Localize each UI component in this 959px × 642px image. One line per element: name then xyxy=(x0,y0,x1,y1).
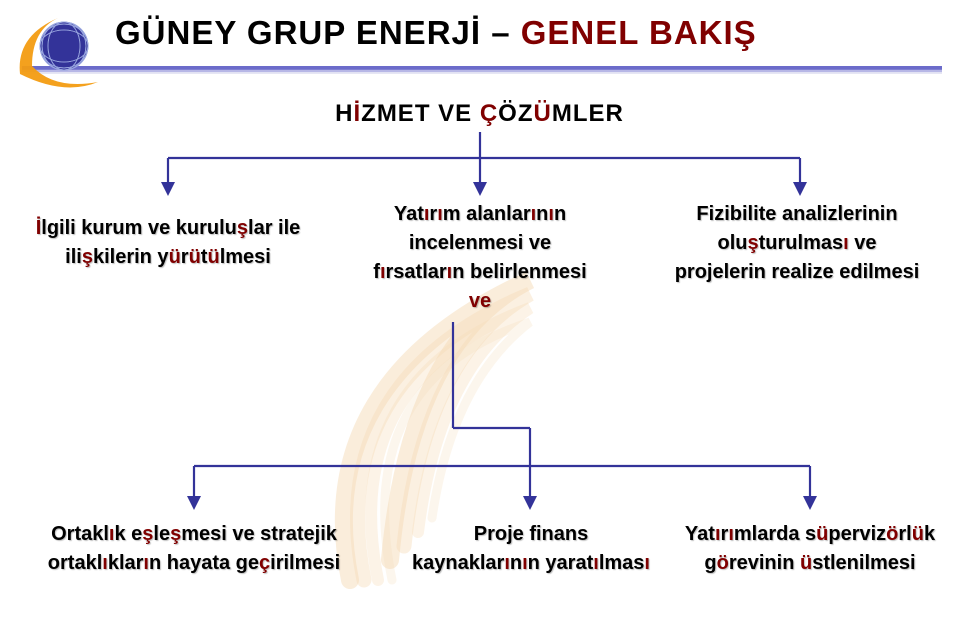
node-feasibility: Fizibilite analizlerininoluşturulması ve… xyxy=(642,200,952,287)
node-supervision: Yatırımlarda süpervizörlükgörevinin üstl… xyxy=(660,520,959,578)
page-title: GÜNEY GRUP ENERJİ – GENEL BAKIŞ xyxy=(115,14,757,52)
company-logo xyxy=(14,12,106,92)
title-main: GÜNEY GRUP ENERJİ xyxy=(115,14,481,51)
node-relations: İlgili kurum ve kuruluşlar ileilişkileri… xyxy=(18,214,318,272)
node-investment: Yatırım alanlarınınincelenmesi vefırsatl… xyxy=(340,200,620,316)
node-finance: Proje finanskaynaklarının yaratılması xyxy=(396,520,666,578)
title-underline xyxy=(22,66,942,74)
node-partnership: Ortaklık eşleşmesi ve stratejikortaklıkl… xyxy=(8,520,380,578)
title-sub: GENEL BAKI xyxy=(521,14,734,51)
section-subtitle: HİZMET VE ÇÖZÜMLER xyxy=(0,100,959,128)
